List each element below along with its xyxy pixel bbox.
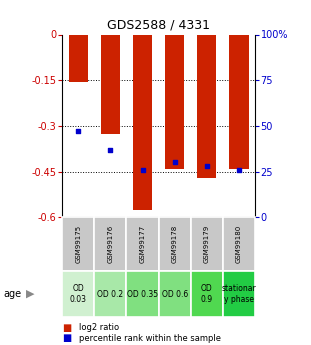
Bar xyxy=(191,217,223,271)
Text: OD 0.6: OD 0.6 xyxy=(161,289,188,299)
Bar xyxy=(127,271,159,317)
Point xyxy=(140,167,145,172)
Bar xyxy=(101,34,120,134)
Bar xyxy=(165,34,184,169)
Text: stationar
y phase: stationar y phase xyxy=(221,284,256,304)
Text: ■: ■ xyxy=(62,323,72,333)
Bar xyxy=(133,34,152,210)
Bar xyxy=(94,217,127,271)
Bar xyxy=(159,217,191,271)
Text: log2 ratio: log2 ratio xyxy=(79,323,119,332)
Point xyxy=(172,160,177,165)
Bar xyxy=(94,271,127,317)
Title: GDS2588 / 4331: GDS2588 / 4331 xyxy=(107,19,210,32)
Text: GSM99179: GSM99179 xyxy=(204,225,210,263)
Text: OD
0.9: OD 0.9 xyxy=(201,284,213,304)
Point xyxy=(204,164,209,169)
Text: OD 0.2: OD 0.2 xyxy=(97,289,123,299)
Text: GSM99176: GSM99176 xyxy=(107,225,114,263)
Point xyxy=(76,129,81,134)
Text: OD 0.35: OD 0.35 xyxy=(127,289,158,299)
Text: GSM99180: GSM99180 xyxy=(236,225,242,263)
Bar xyxy=(191,271,223,317)
Point xyxy=(108,147,113,152)
Text: ■: ■ xyxy=(62,333,72,343)
Bar xyxy=(223,271,255,317)
Point xyxy=(236,167,241,172)
Text: age: age xyxy=(3,289,21,299)
Text: OD
0.03: OD 0.03 xyxy=(70,284,87,304)
Text: GSM99177: GSM99177 xyxy=(140,225,146,263)
Text: ▶: ▶ xyxy=(26,289,35,299)
Bar xyxy=(62,271,94,317)
Bar xyxy=(127,217,159,271)
Text: GSM99178: GSM99178 xyxy=(172,225,178,263)
Bar xyxy=(159,271,191,317)
Bar xyxy=(69,34,88,82)
Bar xyxy=(223,217,255,271)
Text: GSM99175: GSM99175 xyxy=(75,225,81,263)
Text: percentile rank within the sample: percentile rank within the sample xyxy=(79,334,221,343)
Bar xyxy=(229,34,248,169)
Bar xyxy=(62,217,94,271)
Bar xyxy=(197,34,216,178)
